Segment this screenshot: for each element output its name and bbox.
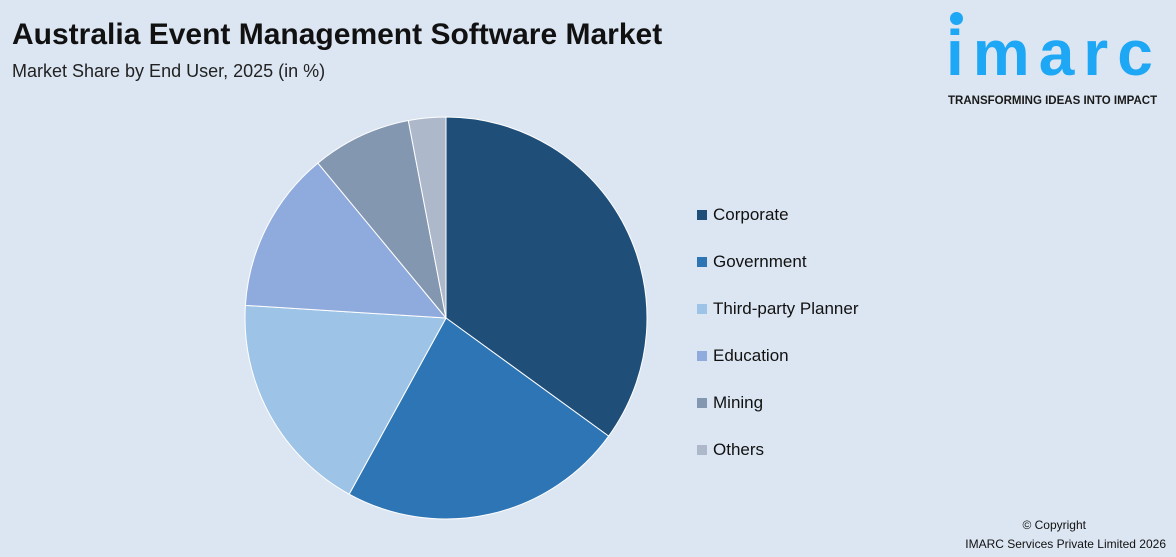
pie-slice-others [407,116,447,319]
logo-tagline: TRANSFORMING IDEAS INTO IMPACT [948,95,1158,107]
copyright: © Copyright IMARC Services Private Limit… [965,516,1166,554]
pie-slice-third-party-planner [244,304,447,495]
legend-label: Government [713,251,807,271]
legend-swatch [697,303,707,314]
pie-slice-corporate [445,116,648,437]
legend-swatch [697,350,707,361]
logo-dot [950,12,963,25]
legend-label: Others [713,439,765,459]
legend-item: Others [697,426,859,473]
copyright-line1: © Copyright [1022,518,1086,532]
legend-label: Education [713,345,789,365]
legend-label: Mining [713,392,764,412]
legend-item: Corporate [697,191,859,238]
copyright-line2: IMARC Services Private Limited 2026 [965,537,1166,551]
legend-swatch [697,397,707,408]
legend-item: Education [697,332,859,379]
legend-swatch [697,256,707,267]
legend-label: Third-party Planner [713,298,859,318]
imarc-logo: imarc TRANSFORMING IDEAS INTO IMPACT [946,6,1172,110]
legend-item: Mining [697,379,859,426]
chart-title: Australia Event Management Software Mark… [12,18,663,51]
chart-subtitle: Market Share by End User, 2025 (in %) [12,61,326,81]
legend-item: Government [697,238,859,285]
legend-swatch [697,209,707,220]
pie-slice-mining [317,119,447,319]
pie-slice-education [244,162,448,319]
legend-label: Corporate [713,204,789,224]
logo-word: imarc [946,17,1162,89]
legend-item: Third-party Planner [697,285,859,332]
pie-slice-government [348,317,610,520]
legend-swatch [697,444,707,455]
legend: Corporate Government Third-party Planner Ed… [697,191,859,473]
